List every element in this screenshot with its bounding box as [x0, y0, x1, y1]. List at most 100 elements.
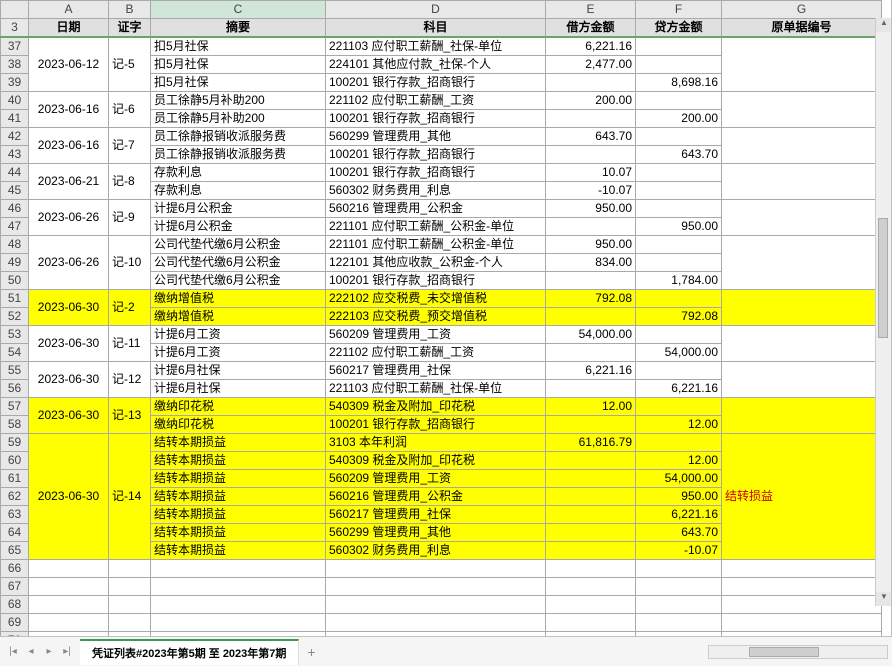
empty-cell[interactable]: [109, 614, 151, 632]
cell-summary[interactable]: 公司代垫代缴6月公积金: [151, 272, 326, 290]
cell-summary[interactable]: 缴纳印花税: [151, 416, 326, 434]
cell-source-doc[interactable]: [722, 92, 882, 128]
tab-prev-icon[interactable]: ◂: [24, 645, 38, 659]
row-header-64[interactable]: 64: [1, 524, 29, 542]
cell-account[interactable]: 560299 管理费用_其他: [326, 128, 546, 146]
col-header-D[interactable]: D: [326, 1, 546, 19]
cell-date[interactable]: 2023-06-30: [29, 326, 109, 362]
cell-account[interactable]: 221103 应付职工薪酬_社保-单位: [326, 380, 546, 398]
cell-account[interactable]: 560217 管理费用_社保: [326, 506, 546, 524]
cell-summary[interactable]: 员工徐静报销收派服务费: [151, 146, 326, 164]
cell-summary[interactable]: 计提6月社保: [151, 362, 326, 380]
empty-cell[interactable]: [151, 596, 326, 614]
empty-cell[interactable]: [29, 560, 109, 578]
cell-account[interactable]: 100201 银行存款_招商银行: [326, 74, 546, 92]
scroll-up-arrow[interactable]: ▲: [876, 18, 892, 32]
cell-summary[interactable]: 计提6月工资: [151, 326, 326, 344]
cell-debit[interactable]: [546, 506, 636, 524]
cell-summary[interactable]: 公司代垫代缴6月公积金: [151, 254, 326, 272]
cell-debit[interactable]: 950.00: [546, 236, 636, 254]
cell-debit[interactable]: [546, 218, 636, 236]
empty-cell[interactable]: [546, 578, 636, 596]
cell-summary[interactable]: 扣5月社保: [151, 37, 326, 56]
empty-cell[interactable]: [546, 560, 636, 578]
cell-credit[interactable]: [636, 236, 722, 254]
cell-voucher[interactable]: 记-5: [109, 37, 151, 92]
cell-summary[interactable]: 计提6月工资: [151, 344, 326, 362]
cell-debit[interactable]: [546, 542, 636, 560]
col-header-corner[interactable]: [1, 1, 29, 19]
cell-source-doc[interactable]: [722, 37, 882, 92]
cell-credit[interactable]: -10.07: [636, 542, 722, 560]
cell-credit[interactable]: 8,698.16: [636, 74, 722, 92]
cell-debit[interactable]: 6,221.16: [546, 37, 636, 56]
empty-cell[interactable]: [326, 578, 546, 596]
cell-source-doc[interactable]: [722, 326, 882, 362]
row-header-46[interactable]: 46: [1, 200, 29, 218]
cell-account[interactable]: 221102 应付职工薪酬_工资: [326, 344, 546, 362]
cell-summary[interactable]: 结转本期损益: [151, 434, 326, 452]
empty-cell[interactable]: [722, 614, 882, 632]
cell-source-doc[interactable]: [722, 236, 882, 290]
cell-voucher[interactable]: 记-14: [109, 434, 151, 560]
cell-account[interactable]: 224101 其他应付款_社保-个人: [326, 56, 546, 74]
cell-summary[interactable]: 计提6月社保: [151, 380, 326, 398]
cell-voucher[interactable]: 记-11: [109, 326, 151, 362]
cell-account[interactable]: 122101 其他应收款_公积金-个人: [326, 254, 546, 272]
cell-summary[interactable]: 结转本期损益: [151, 542, 326, 560]
empty-cell[interactable]: [29, 596, 109, 614]
row-header-59[interactable]: 59: [1, 434, 29, 452]
cell-summary[interactable]: 公司代垫代缴6月公积金: [151, 236, 326, 254]
cell-credit[interactable]: [636, 254, 722, 272]
col-header-F[interactable]: F: [636, 1, 722, 19]
row-header-41[interactable]: 41: [1, 110, 29, 128]
cell-account[interactable]: 100201 银行存款_招商银行: [326, 272, 546, 290]
cell-account[interactable]: 221103 应付职工薪酬_社保-单位: [326, 37, 546, 56]
cell-credit[interactable]: [636, 326, 722, 344]
cell-summary[interactable]: 员工徐静5月补助200: [151, 92, 326, 110]
tab-first-icon[interactable]: |◂: [6, 645, 20, 659]
cell-debit[interactable]: [546, 146, 636, 164]
cell-account[interactable]: 221101 应付职工薪酬_公积金-单位: [326, 218, 546, 236]
cell-account[interactable]: 100201 银行存款_招商银行: [326, 146, 546, 164]
row-header-50[interactable]: 50: [1, 272, 29, 290]
cell-account[interactable]: 560299 管理费用_其他: [326, 524, 546, 542]
empty-cell[interactable]: [636, 596, 722, 614]
row-header-38[interactable]: 38: [1, 56, 29, 74]
cell-source-doc[interactable]: [722, 200, 882, 236]
cell-account[interactable]: 100201 银行存款_招商银行: [326, 110, 546, 128]
row-header-58[interactable]: 58: [1, 416, 29, 434]
horizontal-scrollbar[interactable]: [324, 645, 892, 659]
cell-credit[interactable]: [636, 398, 722, 416]
row-header-43[interactable]: 43: [1, 146, 29, 164]
cell-debit[interactable]: 10.07: [546, 164, 636, 182]
cell-credit[interactable]: 12.00: [636, 452, 722, 470]
row-header-69[interactable]: 69: [1, 614, 29, 632]
cell-credit[interactable]: 792.08: [636, 308, 722, 326]
empty-cell[interactable]: [29, 614, 109, 632]
cell-voucher[interactable]: 记-6: [109, 92, 151, 128]
empty-cell[interactable]: [151, 560, 326, 578]
empty-cell[interactable]: [109, 596, 151, 614]
row-header-56[interactable]: 56: [1, 380, 29, 398]
cell-debit[interactable]: [546, 74, 636, 92]
col-header-G[interactable]: G: [722, 1, 882, 19]
cell-summary[interactable]: 缴纳印花税: [151, 398, 326, 416]
cell-credit[interactable]: [636, 128, 722, 146]
cell-debit[interactable]: [546, 308, 636, 326]
empty-cell[interactable]: [546, 596, 636, 614]
row-header-54[interactable]: 54: [1, 344, 29, 362]
cell-account[interactable]: 560209 管理费用_工资: [326, 470, 546, 488]
empty-cell[interactable]: [636, 614, 722, 632]
cell-date[interactable]: 2023-06-16: [29, 128, 109, 164]
cell-source-doc[interactable]: [722, 164, 882, 200]
row-header-55[interactable]: 55: [1, 362, 29, 380]
cell-debit[interactable]: 2,477.00: [546, 56, 636, 74]
cell-credit[interactable]: [636, 92, 722, 110]
cell-debit[interactable]: [546, 344, 636, 362]
row-header-60[interactable]: 60: [1, 452, 29, 470]
cell-account[interactable]: 540309 税金及附加_印花税: [326, 398, 546, 416]
tab-last-icon[interactable]: ▸|: [60, 645, 74, 659]
row-header-51[interactable]: 51: [1, 290, 29, 308]
cell-debit[interactable]: 200.00: [546, 92, 636, 110]
